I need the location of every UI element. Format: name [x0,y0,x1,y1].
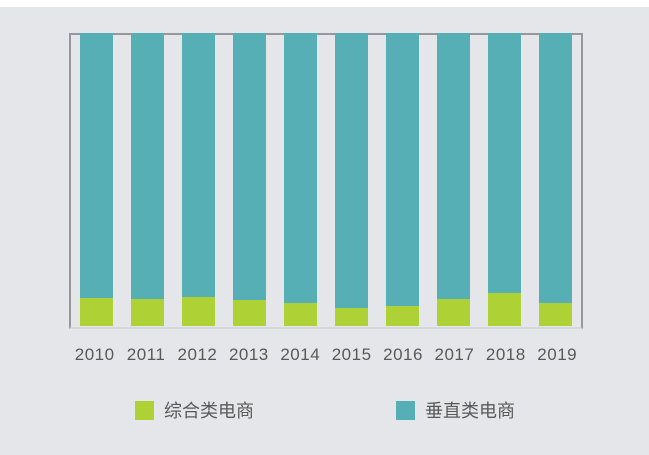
bar-segment-comprehensive-ecommerce [335,308,368,326]
bar-2013 [233,33,266,326]
bar-2018 [488,33,521,326]
bar-segment-vertical-ecommerce [437,33,470,300]
legend-item-comprehensive: 综合类电商 [135,398,254,422]
x-axis-label: 2018 [485,345,526,364]
bar-2010 [80,33,113,326]
legend-item-vertical: 垂直类电商 [396,398,515,422]
bar-segment-comprehensive-ecommerce [80,298,113,326]
bar-segment-vertical-ecommerce [335,33,368,309]
bar-2017 [437,33,470,326]
bar-segment-vertical-ecommerce [488,33,521,294]
bar-segment-vertical-ecommerce [386,33,419,307]
legend: 综合类电商 垂直类电商 [0,398,649,422]
bar-segment-vertical-ecommerce [80,33,113,299]
bar-segment-comprehensive-ecommerce [437,299,470,326]
bar-2016 [386,33,419,326]
legend-label: 垂直类电商 [425,401,515,421]
bar-segment-comprehensive-ecommerce [233,300,266,326]
bar-2011 [131,33,164,326]
x-axis-label: 2013 [228,345,269,364]
bar-segment-comprehensive-ecommerce [131,299,164,326]
bar-2019 [539,33,572,326]
bar-2012 [182,33,215,326]
top-white-strip [0,0,649,7]
bar-segment-comprehensive-ecommerce [284,303,317,326]
bar-segment-comprehensive-ecommerce [539,303,572,326]
plot-area [69,33,583,329]
bar-segment-vertical-ecommerce [539,33,572,304]
bar-segment-comprehensive-ecommerce [386,306,419,326]
x-axis-label: 2010 [74,345,115,364]
bar-2015 [335,33,368,326]
bar-segment-comprehensive-ecommerce [488,293,521,326]
bar-segment-vertical-ecommerce [182,33,215,297]
bar-segment-vertical-ecommerce [233,33,266,301]
bars-row [71,33,581,326]
x-axis-label: 2016 [383,345,423,364]
legend-swatch-icon [135,400,154,420]
x-axis-label: 2011 [126,345,166,364]
legend-label: 综合类电商 [164,401,254,421]
bar-segment-comprehensive-ecommerce [182,297,215,326]
x-axis: 2010 2011 2012 2013 2014 2015 2016 2017 2018 2019 [69,345,583,365]
x-axis-label: 2012 [177,345,218,364]
bar-segment-vertical-ecommerce [131,33,164,300]
bar-segment-vertical-ecommerce [284,33,317,304]
x-axis-label: 2015 [331,345,372,364]
bar-2014 [284,33,317,326]
x-axis-label: 2019 [537,345,578,364]
legend-swatch-icon [396,400,415,420]
x-axis-label: 2017 [434,345,475,364]
x-axis-label: 2014 [280,345,321,364]
